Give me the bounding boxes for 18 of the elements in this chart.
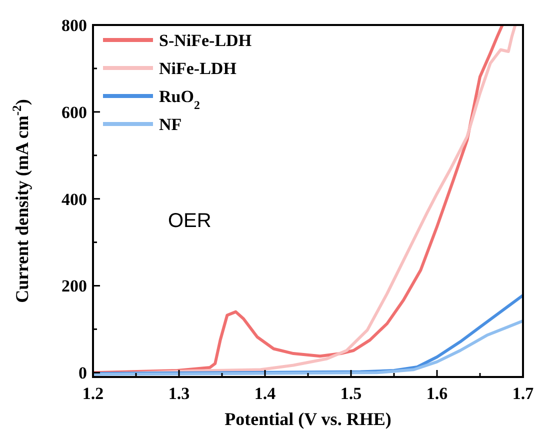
legend-label: NiFe-LDH [159,59,236,78]
y-tick-label: 600 [62,102,87,122]
line-series [93,319,523,376]
y-tick-label: 0 [78,364,87,383]
y-tick-label: 400 [62,190,87,209]
y-tick-label: 800 [62,16,87,35]
y-tick-label: 200 [62,276,87,296]
x-tick-label: 1.4 [254,384,276,403]
x-tick-label: 1.5 [340,384,362,403]
x-tick-label: 1.3 [168,384,190,403]
legend-label: S-NiFe-LDH [159,31,252,50]
annotation: OER [168,210,212,232]
x-tick-label: 1.7 [512,384,534,403]
legend-label: RuO$_{2}$ [159,87,200,112]
x-axis-title: Potential (V vs. RHE) [224,409,392,429]
x-tick-label: 1.2 [82,384,104,403]
x-tick-label: 1.6 [426,384,448,403]
legend-label: NF [159,115,182,134]
